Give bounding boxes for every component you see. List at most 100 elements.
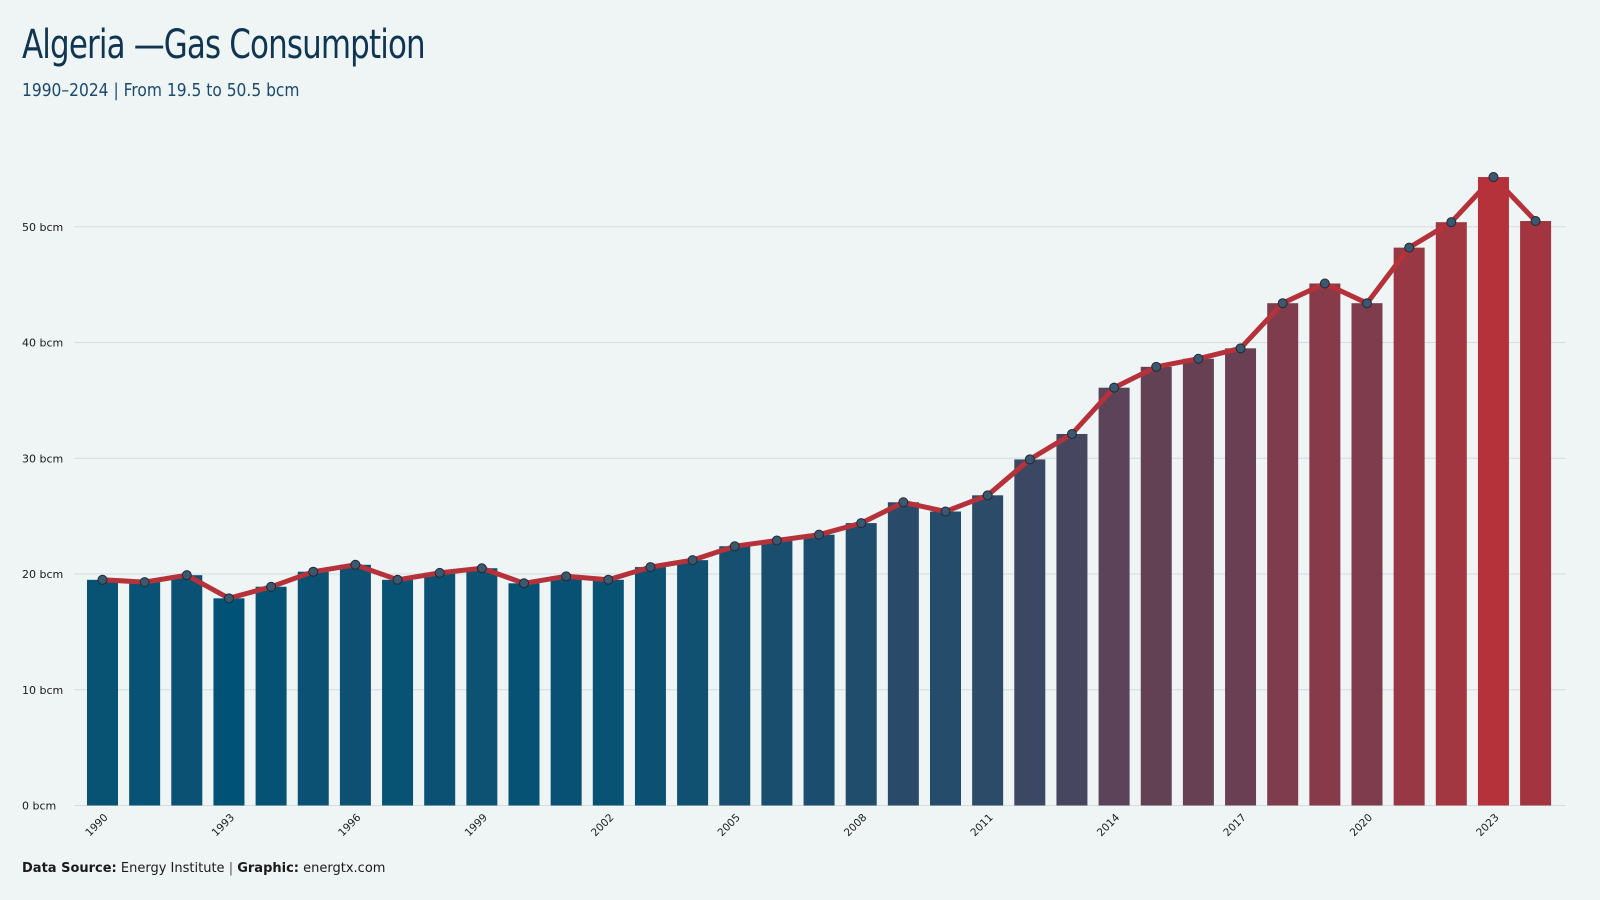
bar-2021 (1393, 247, 1425, 806)
data-source-label: Data Source: (22, 861, 117, 876)
bar-1992 (171, 575, 203, 806)
x-tick-label: 2011 (968, 812, 995, 839)
markers (97, 172, 1541, 604)
data-source-value: Energy Institute (120, 861, 225, 876)
point-1993 (223, 593, 234, 604)
point-1996 (350, 559, 361, 570)
y-tick-label: 40 bcm (22, 337, 63, 350)
graphic-label: Graphic: (237, 861, 299, 876)
bar-2024 (1520, 221, 1552, 806)
bar-2023 (1477, 177, 1509, 806)
point-2014 (1109, 382, 1120, 393)
x-tick-label: 1990 (83, 812, 110, 839)
bar-2011 (972, 495, 1004, 806)
bar-2022 (1435, 222, 1467, 806)
x-tick-label: 2023 (1474, 812, 1501, 839)
point-2011 (982, 490, 993, 501)
bar-2016 (1182, 358, 1214, 806)
x-tick-label: 2014 (1095, 811, 1123, 839)
point-2004 (687, 555, 698, 566)
x-tick-label: 2008 (842, 812, 869, 839)
footer-credits: Data Source: Energy Institute | Graphic:… (22, 861, 385, 876)
point-2009 (898, 497, 909, 508)
bar-2012 (1014, 459, 1046, 806)
bar-2015 (1140, 366, 1172, 806)
x-tick-label: 1993 (210, 812, 237, 839)
graphic-value: energtx.com (303, 861, 386, 876)
bar-2010 (930, 511, 961, 806)
point-2003 (645, 562, 656, 573)
bar-2013 (1056, 433, 1088, 806)
bar-1999 (466, 568, 498, 806)
point-1995 (308, 566, 319, 577)
point-2012 (1024, 454, 1035, 465)
x-tick-label: 2002 (589, 812, 616, 839)
bar-1998 (424, 572, 456, 806)
y-tick-label: 30 bcm (22, 452, 63, 465)
point-2018 (1277, 298, 1288, 309)
bar-2019 (1309, 283, 1341, 806)
bar-1997 (382, 579, 414, 806)
bar-1994 (255, 586, 287, 806)
bar-1993 (213, 598, 245, 806)
x-tick-label: 1996 (336, 811, 364, 839)
point-1994 (266, 581, 277, 592)
point-2022 (1446, 217, 1457, 228)
y-tick-label: 20 bcm (22, 568, 63, 581)
x-tick-label: 2020 (1348, 812, 1375, 839)
bar-2002 (592, 579, 624, 806)
bars (87, 177, 1552, 806)
point-1999 (476, 563, 487, 574)
bar-1995 (297, 571, 329, 806)
point-1990 (97, 574, 108, 585)
x-axis-tick-labels: 1990 1993 1996 1999 2002 2005 2008 2011 2014 2017… (83, 811, 1501, 839)
point-2020 (1362, 298, 1372, 309)
point-2013 (1066, 428, 1077, 439)
page-title: Algeria —Gas Consumption (22, 22, 426, 68)
bar-1990 (87, 579, 118, 806)
bar-2000 (508, 583, 540, 806)
y-tick-label: 10 bcm (22, 684, 63, 697)
point-2002 (603, 574, 614, 585)
bar-2003 (634, 567, 666, 806)
point-2023 (1488, 172, 1499, 183)
point-2015 (1151, 361, 1162, 372)
point-2000 (519, 578, 529, 589)
point-2021 (1404, 242, 1415, 253)
y-axis-tick-labels: 0 bcm 10 bcm 20 bcm 30 bcm 40 bcm 50 bcm (22, 221, 63, 813)
x-tick-label: 2017 (1221, 812, 1248, 839)
bar-2018 (1267, 303, 1299, 806)
point-2024 (1530, 216, 1541, 227)
bar-2017 (1225, 348, 1257, 806)
point-1991 (139, 577, 150, 588)
bar-2020 (1351, 303, 1383, 806)
point-2008 (856, 518, 867, 529)
bar-2008 (845, 523, 877, 806)
point-2006 (771, 535, 782, 546)
x-tick-label: 1999 (463, 812, 490, 839)
x-tick-label: 2005 (715, 812, 742, 839)
y-tick-label: 0 bcm (22, 800, 56, 813)
point-1998 (434, 567, 445, 578)
footer-separator: | (228, 861, 234, 876)
point-1992 (181, 570, 192, 581)
point-1997 (392, 574, 403, 585)
bar-2006 (761, 540, 793, 806)
point-2019 (1319, 278, 1330, 289)
point-2017 (1235, 343, 1246, 354)
bar-2001 (550, 576, 582, 806)
point-2005 (729, 541, 740, 552)
point-2007 (814, 529, 825, 540)
bar-2009 (887, 502, 919, 806)
point-2001 (561, 571, 572, 582)
bar-2007 (803, 534, 835, 806)
page-subtitle: 1990–2024 | From 19.5 to 50.5 bcm (22, 80, 300, 101)
bar-1996 (339, 564, 371, 806)
y-tick-label: 50 bcm (22, 221, 63, 234)
bar-1991 (129, 582, 161, 806)
point-2010 (940, 506, 951, 517)
bar-2014 (1098, 387, 1130, 806)
bar-2004 (677, 560, 709, 806)
point-2016 (1193, 353, 1204, 364)
